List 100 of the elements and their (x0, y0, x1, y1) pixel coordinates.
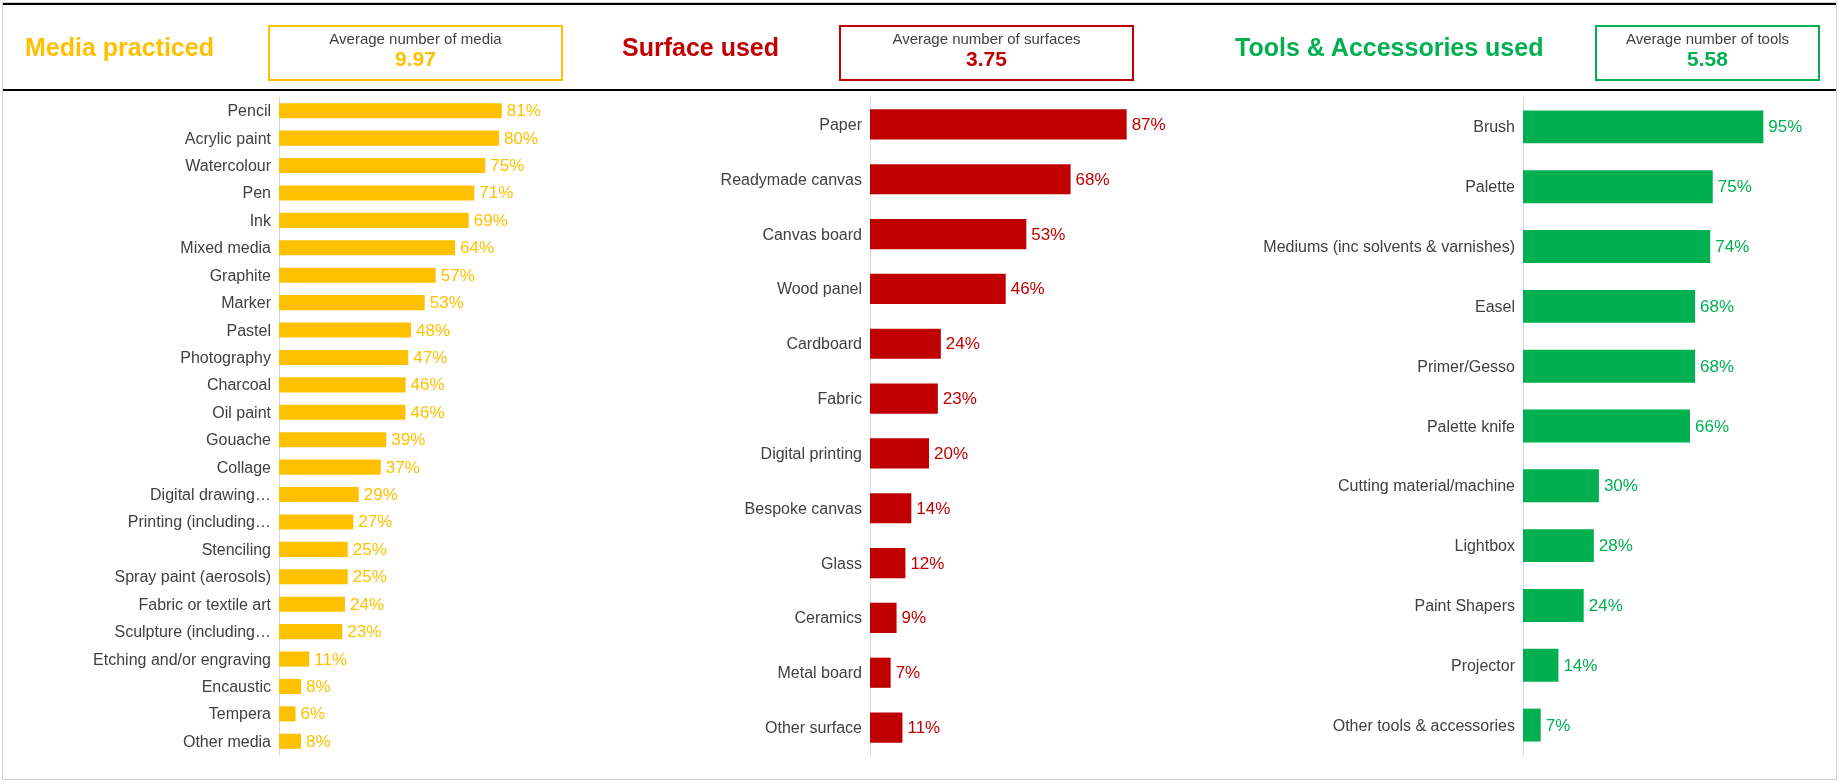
y-tick-label: Photography (180, 348, 271, 366)
data-label: 46% (1010, 279, 1045, 299)
bar (870, 383, 938, 414)
chart-title: Tools & Accessories used (1235, 33, 1544, 62)
data-label: 29% (363, 485, 398, 505)
y-tick-label: Other tools & accessories (1332, 716, 1515, 734)
bar (279, 103, 502, 119)
data-label: 47% (413, 347, 448, 367)
data-label: 39% (391, 430, 426, 450)
y-tick-label: Lightbox (1454, 537, 1515, 555)
text: Average number of tools (1624, 30, 1791, 47)
data-label: 30% (1603, 476, 1638, 496)
bar (870, 328, 941, 359)
y-tick-label: Cutting material/machine (1338, 477, 1516, 495)
data-label: 75% (490, 156, 525, 176)
bar (1523, 409, 1690, 443)
y-tick-label: Pastel (226, 321, 271, 339)
bar (279, 624, 343, 640)
y-tick-label: Wood panel (776, 280, 862, 298)
y-tick-label: Encaustic (201, 677, 271, 695)
bar (1523, 170, 1713, 204)
data-label: 8% (306, 676, 331, 696)
bar (279, 733, 301, 749)
data-label: 24% (1588, 595, 1623, 615)
bar (279, 185, 475, 201)
bar (279, 651, 310, 667)
bar (279, 678, 301, 694)
bar (870, 219, 1027, 250)
bar (1523, 110, 1764, 144)
data-label: 11% (907, 718, 941, 738)
bar (279, 240, 455, 256)
data-label: 9% (901, 608, 927, 628)
text: Average number of surfaces (891, 30, 1082, 47)
data-label: 64% (460, 238, 495, 258)
bar (279, 569, 348, 585)
bar (1523, 589, 1584, 622)
bar (279, 212, 469, 228)
y-tick-label: Easel (1474, 297, 1515, 315)
bar (279, 349, 409, 365)
data-label: 6% (300, 704, 326, 724)
y-tick-label: Fabric (817, 390, 862, 408)
bar (870, 109, 1127, 140)
y-tick-label: Sculpture (including… (114, 623, 271, 641)
y-tick-label: Digital printing (760, 444, 862, 462)
bar (870, 657, 891, 688)
data-label: 14% (1563, 655, 1598, 675)
y-tick-label: Collage (216, 458, 272, 476)
data-label: 87% (1131, 114, 1166, 134)
bar (279, 432, 387, 448)
y-tick-label: Glass (821, 554, 862, 572)
y-tick-label: Stenciling (201, 540, 271, 558)
data-label: 14% (916, 498, 951, 518)
bar (279, 377, 406, 393)
bar (870, 712, 903, 743)
y-tick-label: Mediums (inc solvents & varnishes) (1263, 238, 1515, 256)
text: 9.97 (394, 47, 437, 71)
data-label: 8% (306, 731, 331, 751)
data-label: 68% (1700, 296, 1735, 316)
y-tick-label: Acrylic paint (184, 129, 272, 147)
bar (1523, 289, 1696, 323)
y-tick-label: Charcoal (206, 376, 271, 394)
y-tick-label: Metal board (777, 664, 862, 682)
bar (279, 322, 411, 338)
data-label: 7% (895, 663, 921, 683)
y-tick-label: Palette (1465, 178, 1516, 196)
bar (1523, 529, 1594, 563)
bar (279, 267, 436, 283)
data-label: 80% (504, 128, 539, 148)
data-label: 46% (410, 375, 445, 395)
y-tick-label: Cardboard (786, 335, 862, 353)
bar (870, 548, 906, 579)
data-label: 24% (945, 334, 980, 354)
bar (279, 404, 406, 420)
data-label: 12% (910, 553, 945, 573)
data-label: 66% (1694, 416, 1730, 436)
chart-title: Surface used (622, 33, 780, 62)
bar (870, 273, 1006, 304)
y-tick-label: Oil paint (212, 403, 272, 421)
y-tick-label: Brush (1473, 118, 1515, 136)
y-tick-label: Other media (182, 732, 272, 750)
y-tick-label: Projector (1450, 656, 1516, 674)
bar (1523, 648, 1559, 682)
data-label: 7% (1545, 715, 1571, 735)
bar (870, 602, 897, 633)
y-tick-label: Readymade canvas (720, 170, 862, 188)
y-tick-label: Canvas board (762, 225, 862, 243)
y-tick-label: Graphite (209, 266, 272, 284)
bar (870, 493, 912, 524)
y-tick-label: Tempera (208, 705, 272, 723)
data-label: 53% (1031, 224, 1066, 244)
y-tick-label: Fabric or textile art (138, 595, 272, 613)
y-tick-label: Primer/Gesso (1417, 357, 1516, 375)
y-tick-label: Printing (including… (127, 513, 271, 531)
y-tick-label: Paper (819, 115, 863, 133)
y-tick-label: Spray paint (aerosols) (114, 568, 271, 586)
data-label: 37% (385, 457, 420, 477)
y-tick-label: Bespoke canvas (744, 499, 862, 517)
text: 3.75 (965, 47, 1008, 71)
y-tick-label: Marker (221, 294, 272, 312)
data-label: 57% (440, 265, 475, 285)
